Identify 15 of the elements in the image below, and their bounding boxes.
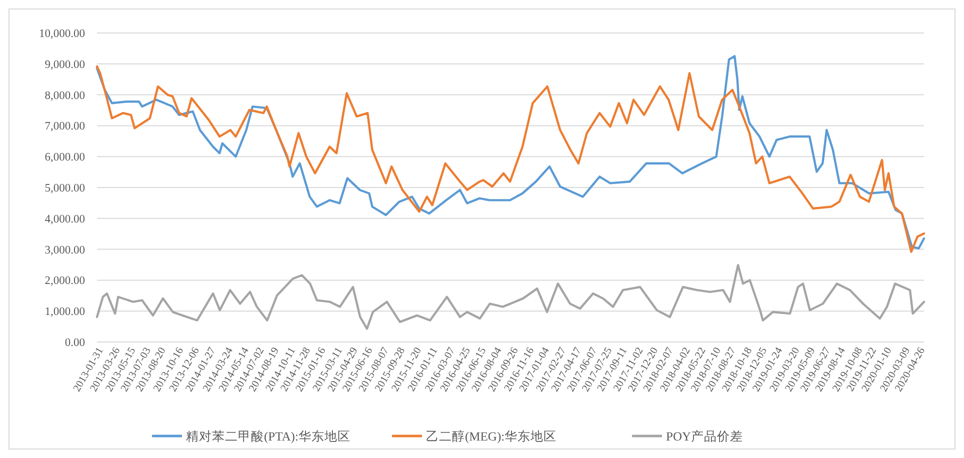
- y-tick-label: 5,000.00: [44, 182, 86, 195]
- y-tick-label: 1,000.00: [44, 306, 86, 318]
- y-tick-label: 9,000.00: [44, 58, 86, 71]
- y-tick-label: 4,000.00: [44, 213, 86, 226]
- y-tick-label: 2,000.00: [44, 275, 86, 288]
- y-tick-label: 3,000.00: [44, 244, 86, 256]
- y-tick-label: 8,000.00: [44, 90, 86, 102]
- legend-label: POY产品价差: [666, 429, 744, 444]
- y-tick-label: 10,000.00: [39, 28, 86, 40]
- y-tick-label: 6,000.00: [44, 152, 86, 164]
- y-tick-label: 7,000.00: [44, 120, 86, 133]
- line-series: [96, 264, 926, 330]
- legend-label: 精对苯二甲酸(PTA):华东地区: [186, 429, 350, 444]
- legend-label: 乙二醇(MEG):华东地区: [426, 429, 557, 444]
- y-tick-label: 0.00: [64, 337, 86, 350]
